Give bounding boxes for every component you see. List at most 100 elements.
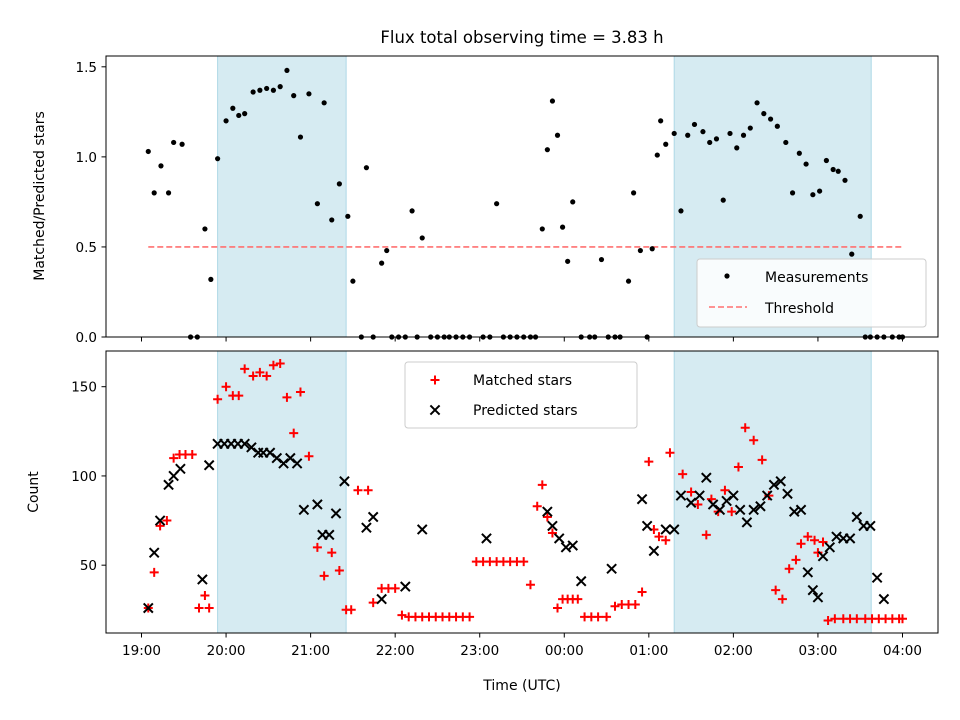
plot-frame [105, 55, 939, 338]
x-point [203, 459, 215, 471]
dot-point [796, 150, 802, 156]
x-point [330, 508, 342, 519]
plus-point [630, 599, 640, 609]
plus-point [771, 585, 781, 595]
dot-point [565, 258, 571, 264]
plus-point [791, 555, 801, 565]
x-point [367, 511, 379, 523]
dot-point [637, 247, 643, 254]
dot-point [384, 247, 390, 254]
x-point [871, 572, 883, 583]
x-point [675, 490, 687, 501]
dot-point [761, 111, 767, 117]
y-tick-label: 1.0 [76, 150, 97, 166]
x-point [553, 533, 565, 544]
x-point [812, 591, 824, 603]
x-point [323, 529, 335, 541]
dot-point [350, 278, 356, 284]
x-point [641, 520, 653, 532]
x-point [175, 463, 186, 475]
x-point [239, 438, 250, 450]
x-axis-label: Time (UTC) [482, 678, 560, 694]
x-point [361, 522, 372, 534]
bottom-legend: Matched stars Predicted stars [404, 361, 638, 429]
plus-point [519, 557, 529, 567]
x-point [694, 490, 705, 501]
x-point [728, 490, 739, 501]
dot-point [554, 132, 561, 138]
dot-point [817, 188, 823, 194]
dot-point [165, 190, 172, 196]
plus-point [644, 457, 654, 467]
dot-point [598, 256, 605, 263]
plus-point [553, 603, 563, 613]
dot-point [291, 93, 297, 99]
plus-point [221, 382, 231, 392]
plus-point [777, 594, 787, 604]
dot-point [345, 213, 351, 219]
bottom-axes: 19:00 20:00 21:00 22:00 23:00 00:00 01:00 02:00… [71, 350, 939, 659]
plus-point [289, 428, 299, 438]
series-predicted-stars [142, 438, 890, 614]
plus-point [255, 367, 265, 377]
x-point [339, 475, 350, 487]
plus-point [162, 516, 172, 526]
dot-point [570, 199, 576, 205]
dot-point [250, 89, 256, 95]
bottom-y-axis-label: Count [26, 471, 42, 513]
dot-point [284, 67, 290, 74]
x-point [575, 575, 587, 587]
dot-point [379, 260, 385, 266]
legend-plus-icon [430, 375, 440, 385]
plus-point [852, 614, 862, 624]
legend-box [404, 361, 638, 429]
plus-point [213, 394, 223, 404]
x-point [748, 504, 759, 516]
plus-point [248, 371, 258, 381]
plus-point [312, 542, 322, 552]
plus-point [573, 594, 583, 604]
x-tick-label: 19:00 [122, 643, 161, 659]
shaded-region [217, 350, 347, 634]
x-point [802, 567, 814, 578]
x-point [142, 602, 154, 614]
x-point [547, 520, 558, 532]
dot-point [544, 147, 550, 153]
dot-point [336, 181, 342, 187]
dot-point [835, 168, 841, 174]
dot-point [823, 157, 829, 164]
plus-point [610, 601, 620, 611]
x-point [761, 490, 773, 501]
dot-point [264, 85, 270, 92]
x-tick-label: 04:00 [883, 643, 922, 659]
y-tick-label: 100 [71, 469, 97, 485]
plus-point [678, 469, 688, 479]
dot-point [767, 116, 774, 122]
x-tick-label: 23:00 [460, 643, 499, 659]
plus-point [275, 358, 285, 368]
x-point [648, 545, 660, 557]
x-point [481, 533, 492, 544]
plus-point [200, 591, 210, 601]
legend-label: Threshold [764, 301, 834, 317]
x-point [154, 515, 166, 526]
plus-point [525, 580, 535, 590]
dot-point [727, 130, 733, 137]
legend-x-icon [429, 404, 441, 416]
plus-point [282, 392, 292, 402]
plus-point [363, 485, 373, 495]
plus-point [740, 423, 750, 433]
dot-point [270, 87, 277, 93]
plus-point [353, 485, 363, 495]
x-point [844, 533, 856, 544]
dot-point [857, 213, 863, 219]
x-point [807, 584, 819, 596]
dot-point [720, 197, 726, 203]
plus-point [749, 435, 759, 445]
dot-point [179, 141, 185, 147]
x-point [668, 524, 680, 535]
series-matched-stars [143, 358, 907, 626]
dot-point [740, 132, 747, 138]
y-tick-label: 0.0 [76, 330, 97, 346]
plus-point [155, 521, 165, 531]
